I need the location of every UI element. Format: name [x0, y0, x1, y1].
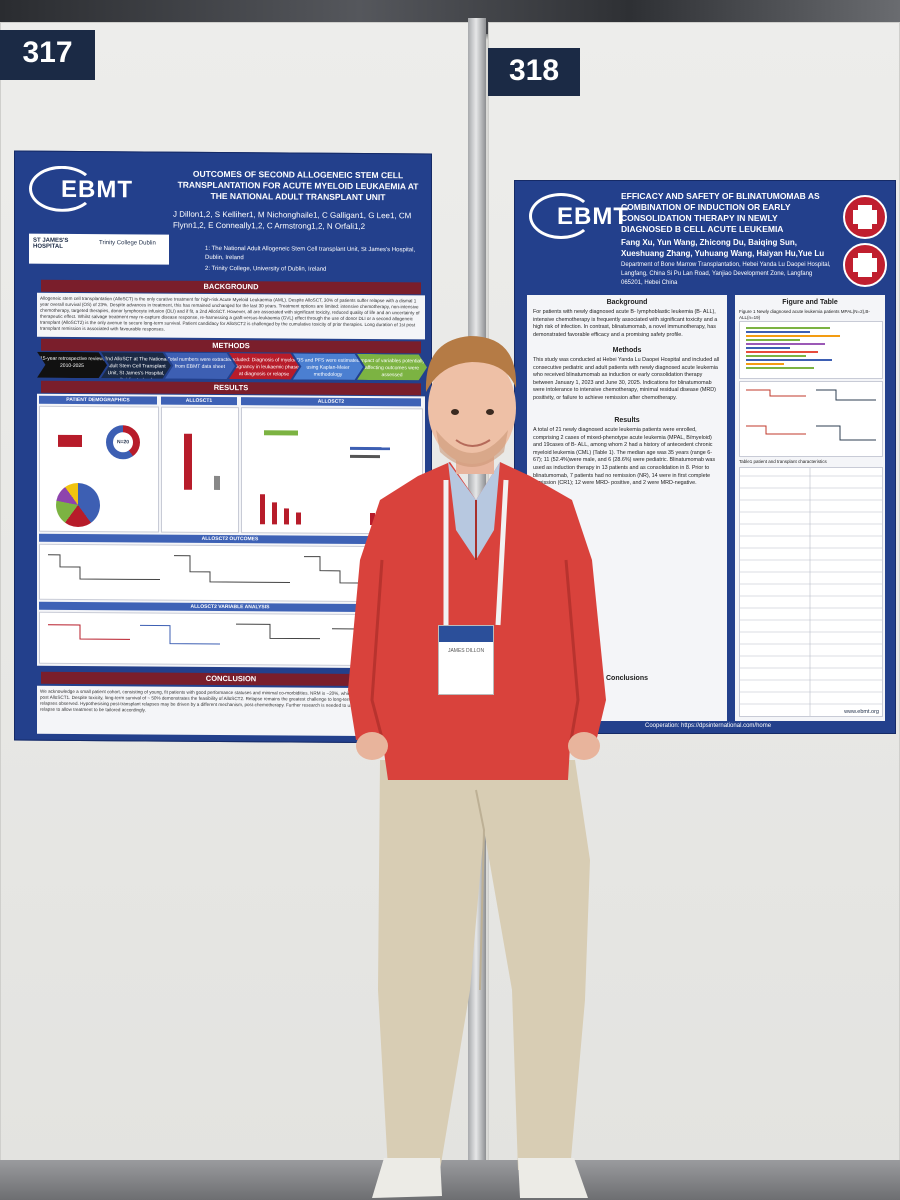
results-heading: Results — [614, 417, 640, 424]
method-step-5: OS and PFS were estimated using Kaplan-M… — [293, 353, 363, 379]
allosct1-bar-b — [214, 475, 220, 490]
background-text: For patients with newly diagnosed acute … — [533, 309, 718, 338]
allosct2-bar-green — [264, 430, 298, 436]
method-step-2: 2nd AlloSCT at The National Adult Stem C… — [101, 352, 171, 378]
allosct1-bar-a — [184, 433, 192, 490]
seal-cross-h — [853, 210, 877, 224]
demographics-bar — [58, 434, 82, 448]
seal-cross-h2 — [853, 258, 877, 272]
km-curve-graphic — [48, 554, 414, 584]
allosct2-chart — [241, 407, 423, 535]
conclusions-heading: Conclusions — [605, 675, 648, 682]
background-heading: Background — [606, 299, 648, 306]
poster-authors: Fang Xu, Yun Wang, Zhicong Du, Baiqing S… — [621, 238, 825, 258]
institution-logos: ST JAMES'S HOSPITAL Trinity College Dubl… — [29, 233, 169, 265]
classification-pie — [56, 482, 100, 528]
gender-pie: N=20 — [106, 425, 140, 460]
allosct2-bar-2 — [272, 502, 277, 525]
poster-title: OUTCOMES OF SECOND ALLOGENEIC STEM CELL … — [177, 168, 419, 203]
method-step-4: Included: Diagnosis of myeloid malignanc… — [229, 353, 299, 379]
results-allosct2-head: ALLOSCT2 — [241, 397, 421, 407]
badge-header — [439, 626, 493, 642]
allosct2-bar-3 — [284, 508, 289, 525]
name-badge: JAMES DILLON — [438, 625, 494, 695]
section-conclusion: CONCLUSION — [41, 671, 421, 687]
booth-number-317: 317 — [0, 30, 95, 80]
conclusion-text: We acknowledge a small patient cohort, c… — [37, 685, 425, 737]
swimmer-plot — [739, 321, 883, 379]
n-label: N=20 — [113, 432, 133, 453]
survival-curves — [739, 381, 883, 457]
allosct2-bar-5 — [370, 513, 375, 526]
board-divider-pole — [468, 18, 486, 1200]
poster-authors: J Dillon1,2, S Kelliher1, M Nichonghaile… — [173, 209, 412, 231]
st-james-logo: ST JAMES'S HOSPITAL — [33, 237, 69, 250]
allosct1-chart — [161, 406, 239, 534]
variable-km-curves — [39, 611, 423, 667]
website-link: www.ebmt.org — [844, 709, 879, 715]
method-step-1: 15-year retrospective review, 2010-2025 — [37, 352, 107, 378]
ebmt-logo: EBMT — [557, 203, 629, 230]
allosct2-bar-grey — [350, 454, 380, 459]
allosct2-bar-7 — [394, 501, 399, 526]
column-left: Background For patients with newly diagn… — [527, 295, 727, 721]
results-demographics-head: PATIENT DEMOGRAPHICS — [39, 395, 157, 405]
method-step-6: Impact of variables potentially affectin… — [357, 354, 427, 380]
poster-title: EFFICACY AND SAFETY OF BLINATUMOMAB AS C… — [621, 191, 820, 234]
swimmer-bars — [746, 327, 840, 369]
allosct2-bar-6 — [382, 507, 387, 526]
figure-caption: Figure 1 Newly diagnosed acute leukemia … — [739, 309, 870, 320]
survival-curve-graphic — [746, 389, 876, 441]
ebmt-logo: EBMT — [61, 175, 133, 204]
allosct2-bar-4 — [296, 512, 301, 525]
hospital-seal-icon — [843, 195, 887, 239]
methods-text: This study was conducted at Hebei Yanda … — [533, 357, 720, 401]
results-allosct1-head: ALLOSCT1 — [161, 396, 237, 406]
variable-curve-graphic — [48, 623, 414, 646]
results-text: A total of 21 newly diagnosed acute leuk… — [533, 427, 716, 487]
ebmt-logo-ring-icon — [529, 193, 593, 239]
method-step-3: Total numbers were extracted from EBMT d… — [165, 353, 235, 379]
column-right: Figure and Table Figure 1 Newly diagnose… — [735, 295, 885, 721]
hospital-seal-icon-2 — [843, 243, 887, 287]
table-caption: Table1 patient and transplant characteri… — [739, 459, 827, 464]
allosct2-bar-blue — [350, 446, 390, 451]
poster-317: EBMT OUTCOMES OF SECOND ALLOGENEIC STEM … — [14, 150, 432, 744]
figure-heading: Figure and Table — [782, 299, 838, 306]
results-outcomes-head: ALLOSCT2 OUTCOMES — [39, 533, 421, 545]
cooperation-link: Cooperation: https://dpsinternational.co… — [645, 723, 772, 729]
affiliation-1: 1: The National Adult Allogeneic Stem Ce… — [205, 245, 416, 262]
floor — [0, 1160, 900, 1200]
booth-number-318: 318 — [488, 48, 580, 96]
demographics-chart: N=20 — [39, 405, 159, 533]
affiliation-2: 2: Trinity College, University of Dublin… — [205, 265, 327, 273]
results-variable-head: ALLOSCT2 VARIABLE ANALYSIS — [39, 601, 421, 613]
poster-affiliation: Department of Bone Marrow Transplantatio… — [621, 262, 831, 286]
characteristics-table — [739, 467, 883, 717]
badge-name: JAMES DILLON — [447, 648, 485, 654]
trinity-logo: Trinity College Dublin — [99, 240, 156, 247]
section-methods: METHODS — [41, 338, 421, 354]
table-grid — [740, 468, 882, 716]
poster-318: EBMT EFFICACY AND SAFETY OF BLINATUMOMAB… — [514, 180, 896, 734]
outcomes-km-curves — [39, 543, 423, 603]
allosct2-bar-1 — [260, 494, 265, 525]
background-text: Allogeneic stem cell transplantation (Al… — [37, 292, 425, 340]
results-panel: PATIENT DEMOGRAPHICS ALLOSCT1 ALLOSCT2 N… — [37, 393, 425, 669]
methods-heading: Methods — [612, 347, 642, 354]
